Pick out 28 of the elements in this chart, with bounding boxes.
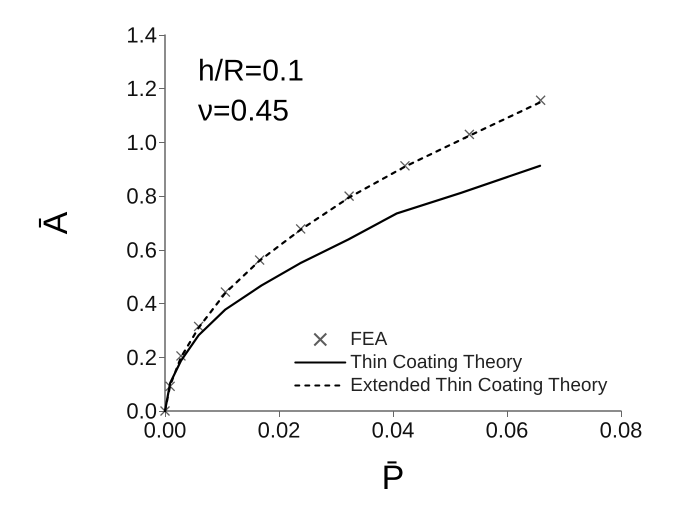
y-tick-label: 0.6 (126, 237, 157, 262)
x-tick-label: 0.02 (258, 418, 300, 442)
point (164, 381, 176, 392)
legend-label: FEA (350, 329, 388, 350)
x-tick-label: 0.04 (372, 418, 414, 442)
point (220, 286, 231, 298)
legend-label: Thin Coating Theory (350, 352, 523, 373)
point (176, 350, 186, 362)
y-tick-label: 0.8 (126, 184, 157, 209)
point (254, 254, 265, 266)
x-tick-label: 0.06 (486, 418, 528, 442)
x-axis-title: P̄ (382, 459, 404, 497)
point (400, 160, 410, 171)
annotation: ν=0.45 (198, 94, 289, 128)
point (344, 190, 354, 202)
y-tick-label: 0.4 (126, 291, 157, 316)
point (535, 95, 546, 106)
y-axis-title: Ā (37, 211, 75, 234)
legend-label: Extended Thin Coating Theory (350, 375, 608, 396)
y-tick-label: 1.2 (126, 76, 157, 102)
annotation: h/R=0.1 (198, 54, 304, 88)
point (193, 321, 204, 332)
y-tick-label: 1.0 (126, 130, 157, 155)
point (296, 224, 306, 234)
y-tick-label: 1.4 (126, 22, 157, 48)
x-tick-label: 0.08 (600, 418, 642, 442)
y-tick-label: 0.2 (126, 344, 157, 370)
point (464, 129, 475, 140)
